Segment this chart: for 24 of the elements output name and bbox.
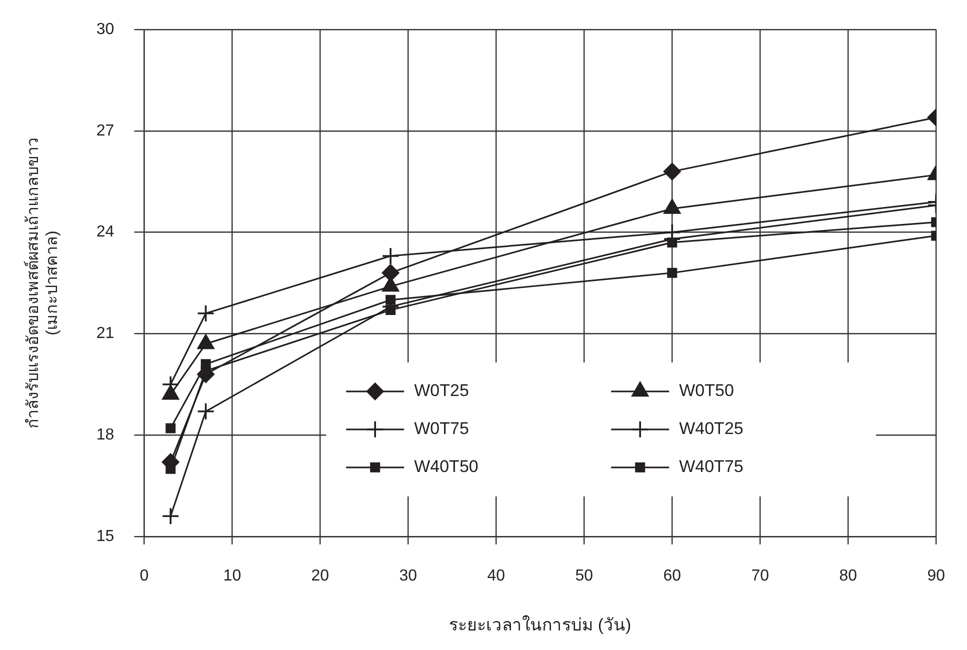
legend-label: W0T75 — [414, 419, 469, 438]
x-tick-label: 60 — [663, 567, 682, 584]
x-tick-label: 70 — [751, 567, 770, 584]
y-tick-label: 18 — [96, 426, 114, 444]
legend-label: W40T75 — [679, 457, 744, 476]
y-tick-label: 21 — [96, 325, 114, 342]
x-tick-label: 30 — [399, 567, 418, 584]
legend-label: W0T50 — [679, 381, 734, 400]
y-tick-label: 24 — [96, 224, 114, 241]
x-tick-label: 20 — [311, 567, 330, 584]
x-tick-label: 50 — [575, 567, 594, 584]
y-tick-label: 30 — [96, 21, 114, 38]
x-tick-label: 0 — [140, 567, 149, 584]
legend-label: W0T25 — [414, 381, 469, 400]
x-tick-label: 80 — [839, 567, 858, 584]
x-tick-label: 90 — [927, 567, 946, 584]
x-tick-label: 40 — [487, 567, 506, 584]
y-tick-label: 27 — [96, 122, 114, 140]
y-tick-label: 15 — [96, 528, 114, 545]
x-tick-label: 10 — [223, 567, 242, 584]
y-axis-title: กำลังรับแรงอัดของเพสต์ผสมเถ้าแกลบขาว (เมกะปาสคาล) — [23, 138, 62, 428]
x-axis-title: ระยะเวลาในการบ่ม (วัน) — [449, 614, 632, 634]
legend-label: W40T50 — [414, 457, 478, 476]
legend-label: W40T25 — [679, 419, 744, 438]
